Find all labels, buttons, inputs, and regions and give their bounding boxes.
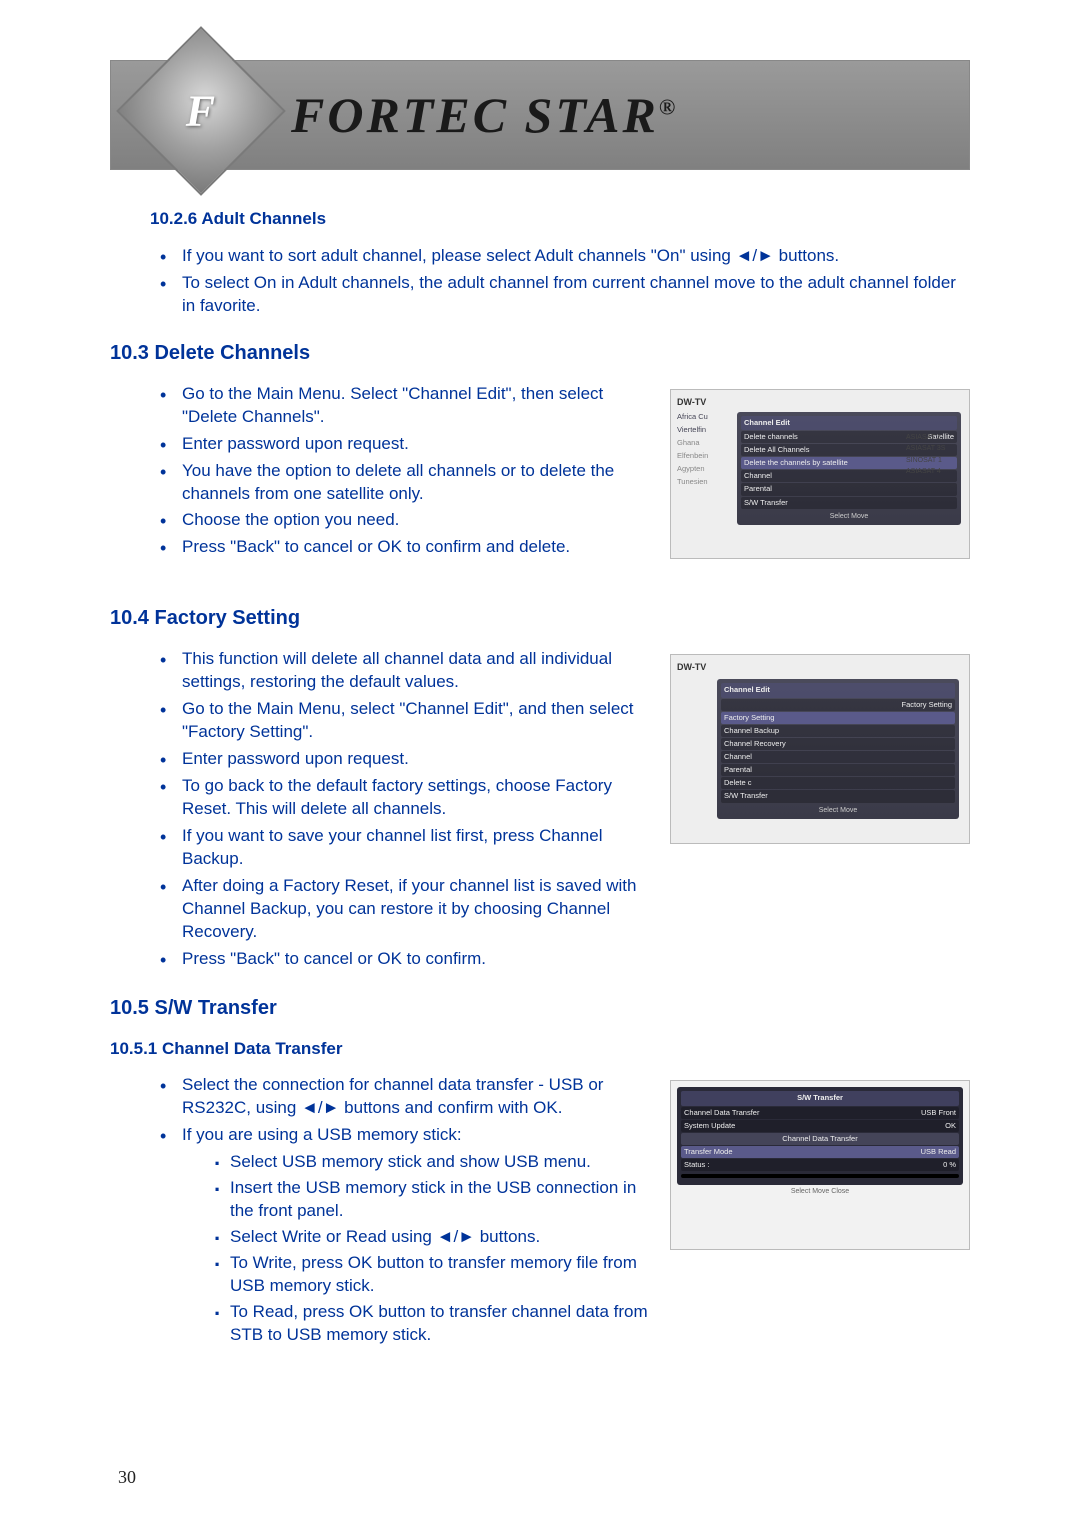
ss-row: System Update OK xyxy=(681,1120,959,1132)
list-item: Press "Back" to cancel or OK to confirm. xyxy=(150,948,650,971)
ss-inner-panel: S/W Transfer Channel Data Transfer USB F… xyxy=(677,1087,963,1185)
ss-row: Parental xyxy=(721,764,955,776)
list-item: Press "Back" to cancel or OK to confirm … xyxy=(150,536,650,559)
ss-row: Factory Setting xyxy=(721,712,955,724)
sub-bullets-10-5: Select USB memory stick and show USB men… xyxy=(208,1151,650,1347)
ss-sat-item: ASIASAT 2 xyxy=(906,432,961,443)
ss-sat-item: ASIASAT 4 xyxy=(906,466,961,477)
ss-left-item: Africa Cu xyxy=(677,410,735,423)
list-item: To go back to the default factory settin… xyxy=(150,775,650,821)
section-10-5-text: Select the connection for channel data t… xyxy=(110,1074,650,1350)
list-item: To Write, press OK button to transfer me… xyxy=(208,1252,650,1298)
ss-row: Channel Recovery xyxy=(721,738,955,750)
ss-panel-title: Channel Edit xyxy=(721,683,955,697)
manual-page: FORTEC STAR® 10.2.6 Adult Channels If yo… xyxy=(0,0,1080,1391)
page-number: 30 xyxy=(118,1467,136,1488)
ss-device: DW-TV xyxy=(677,396,963,408)
screenshot-factory-setting: DW-TV Channel Edit Factory Setting Facto… xyxy=(670,654,970,844)
ss-row: Channel Backup xyxy=(721,725,955,737)
ss-left-item: Elfenbein xyxy=(677,449,735,462)
bullets-10-4: This function will delete all channel da… xyxy=(150,648,650,970)
ss-footer: Select Move xyxy=(741,510,957,521)
heading-10-3: 10.3 Delete Channels xyxy=(110,340,970,367)
list-item: To select On in Adult channels, the adul… xyxy=(150,272,970,318)
heading-10-5-1: 10.5.1 Channel Data Transfer xyxy=(110,1038,970,1061)
bullets-10-2-6: If you want to sort adult channel, pleas… xyxy=(150,245,970,318)
list-item: Enter password upon request. xyxy=(150,748,650,771)
section-10-4-row: This function will delete all channel da… xyxy=(110,648,970,974)
brand-name: FORTEC STAR xyxy=(291,87,659,143)
ss-row: Delete c xyxy=(721,777,955,789)
ss-footer: Select Move Close xyxy=(677,1185,963,1196)
registered-mark: ® xyxy=(659,94,678,119)
ss-title: S/W Transfer xyxy=(681,1091,959,1105)
ss-row: Transfer Mode USB Read xyxy=(681,1146,959,1158)
progress-bar xyxy=(681,1174,959,1178)
section-10-3-text: Go to the Main Menu. Select "Channel Edi… xyxy=(110,383,650,564)
bullets-10-3: Go to the Main Menu. Select "Channel Edi… xyxy=(150,383,650,560)
list-item: After doing a Factory Reset, if your cha… xyxy=(150,875,650,944)
ss-row: Channel xyxy=(721,751,955,763)
list-item: This function will delete all channel da… xyxy=(150,648,650,694)
list-item: Go to the Main Menu, select "Channel Edi… xyxy=(150,698,650,744)
screenshot-delete-channels: DW-TV Africa Cu Viertelfin Ghana Elfenbe… xyxy=(670,389,970,559)
list-item: Select Write or Read using ◄/► buttons. xyxy=(208,1226,650,1249)
header-band: FORTEC STAR® xyxy=(110,60,970,170)
section-10-4-text: This function will delete all channel da… xyxy=(110,648,650,974)
list-item-text: If you are using a USB memory stick: xyxy=(182,1125,462,1144)
list-item: If you are using a USB memory stick: Sel… xyxy=(150,1124,650,1346)
list-item: If you want to sort adult channel, pleas… xyxy=(150,245,970,268)
list-item: Choose the option you need. xyxy=(150,509,650,532)
ss-left-item: Viertelfin xyxy=(677,423,735,436)
heading-10-5: 10.5 S/W Transfer xyxy=(110,995,970,1022)
ss-left-item: Agypten xyxy=(677,462,735,475)
list-item: Go to the Main Menu. Select "Channel Edi… xyxy=(150,383,650,429)
ss-left-list: Africa Cu Viertelfin Ghana Elfenbein Agy… xyxy=(677,410,735,488)
ss-panel-title: Channel Edit xyxy=(741,416,957,430)
list-item: To Read, press OK button to transfer cha… xyxy=(208,1301,650,1347)
ss-sat-item: SINOSAT 1 xyxy=(906,455,961,466)
ss-row: S/W Transfer xyxy=(741,497,957,509)
ss-left-item: Ghana xyxy=(677,436,735,449)
page-content: 10.2.6 Adult Channels If you want to sor… xyxy=(110,170,970,1351)
ss-device: DW-TV xyxy=(677,661,963,673)
ss-row: Channel Data Transfer USB Front xyxy=(681,1107,959,1119)
list-item: Select USB memory stick and show USB men… xyxy=(208,1151,650,1174)
list-item: Enter password upon request. xyxy=(150,433,650,456)
list-item: You have the option to delete all channe… xyxy=(150,460,650,506)
bullets-10-5: Select the connection for channel data t… xyxy=(150,1074,650,1346)
ss-row: Parental xyxy=(741,483,957,495)
brand-title: FORTEC STAR® xyxy=(291,86,678,144)
ss-row: Status : 0 % xyxy=(681,1159,959,1171)
screenshot-sw-transfer: S/W Transfer Channel Data Transfer USB F… xyxy=(670,1080,970,1250)
ss-inner-title: Channel Data Transfer xyxy=(681,1133,959,1145)
ss-row: S/W Transfer xyxy=(721,790,955,802)
list-item: Insert the USB memory stick in the USB c… xyxy=(208,1177,650,1223)
ss-subtitle: Factory Setting xyxy=(721,699,955,711)
list-item: If you want to save your channel list fi… xyxy=(150,825,650,871)
ss-sat-item: ASIASAT 3S xyxy=(906,443,961,454)
section-10-5-row: Select the connection for channel data t… xyxy=(110,1074,970,1350)
ss-inner-panel: Channel Edit Factory Setting Factory Set… xyxy=(717,679,959,819)
list-item: Select the connection for channel data t… xyxy=(150,1074,650,1120)
heading-10-4: 10.4 Factory Setting xyxy=(110,605,970,632)
heading-10-2-6: 10.2.6 Adult Channels xyxy=(150,208,970,231)
section-10-3-row: Go to the Main Menu. Select "Channel Edi… xyxy=(110,383,970,564)
ss-sat-list: ASIASAT 2 ASIASAT 3S SINOSAT 1 ASIASAT 4 xyxy=(906,432,961,478)
ss-footer: Select Move xyxy=(721,804,955,815)
ss-left-item: Tunesien xyxy=(677,475,735,488)
